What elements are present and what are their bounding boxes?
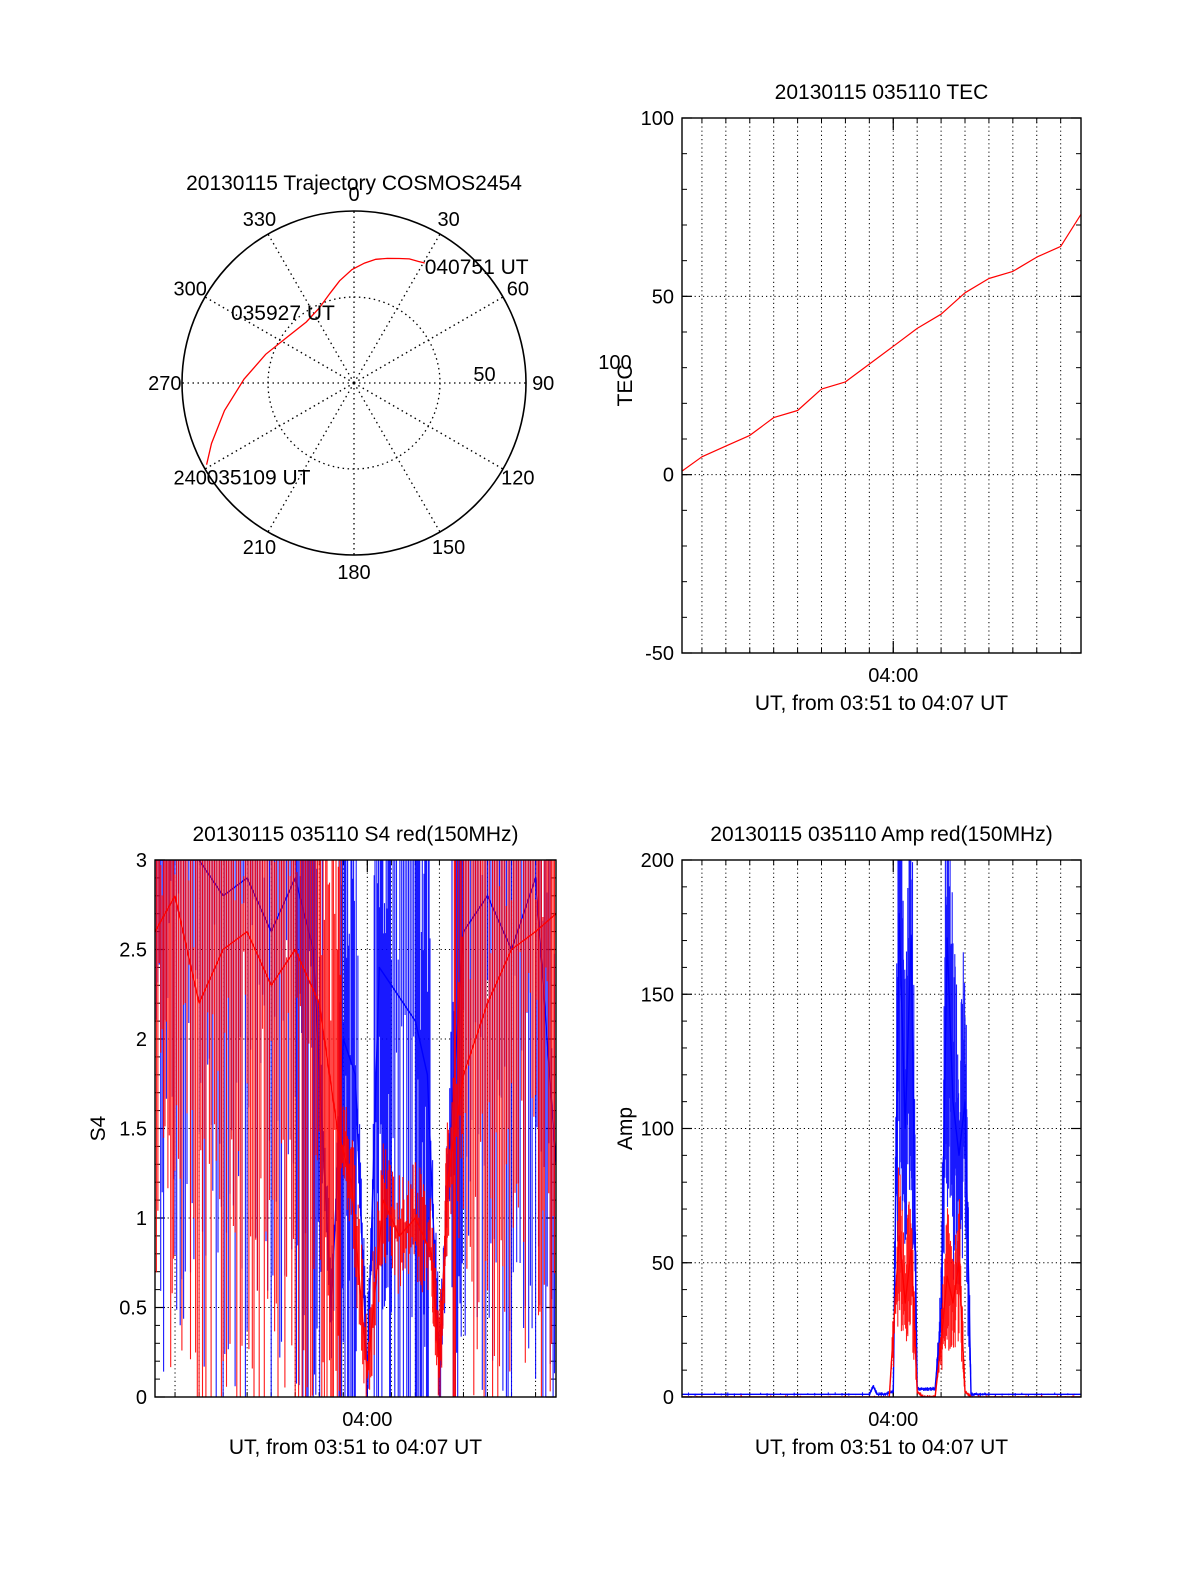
s4-frame [154, 859, 557, 1398]
amp-panel: 20130115 035110 Amp red(150MHz) 0 50 100 150… [614, 823, 1082, 1459]
y-tick-label: 0 [663, 1387, 674, 1409]
amp-frame [681, 859, 1082, 1398]
tec-ylabel: TEC [614, 365, 637, 407]
amp-series-line [682, 913, 1081, 1396]
radial-ring [267, 296, 441, 470]
azimuth-label: 90 [532, 373, 554, 395]
azimuth-spoke [353, 296, 504, 384]
trajectory-title: 20130115 Trajectory COSMOS2454 [186, 172, 522, 195]
tec-series-line [682, 213, 1081, 472]
s4-xlabel: UT, from 03:51 to 04:07 UT [229, 1436, 482, 1459]
y-tick-label: 2 [136, 1029, 147, 1051]
track-time-label: 035927 UT [231, 302, 335, 325]
y-tick-label: 0 [136, 1387, 147, 1409]
tec-title: 20130115 035110 TEC [775, 81, 989, 104]
series-group [155, 860, 556, 1397]
azimuth-label: 150 [432, 537, 465, 559]
y-tick-label: 0.5 [119, 1298, 147, 1320]
amp-ylabel: Amp [614, 1107, 637, 1150]
s4-title: 20130115 035110 S4 red(150MHz) [192, 823, 518, 846]
series-group [682, 213, 1081, 472]
azimuth-label: 180 [337, 562, 370, 584]
outer-ring [181, 210, 527, 556]
azimuth-label: 330 [243, 209, 276, 231]
azimuth-label: 30 [437, 209, 459, 231]
track-time-label: 035109 UT [207, 467, 311, 490]
azimuth-label: 300 [173, 278, 206, 300]
azimuth-label: 120 [501, 468, 534, 490]
amp-series-line [682, 1235, 1081, 1397]
azimuth-label: 60 [507, 278, 529, 300]
radial-label: 100 [598, 352, 631, 374]
tec-frame [681, 117, 1082, 654]
s4-series-texture [155, 860, 556, 1397]
y-tick-label: 0 [663, 465, 674, 487]
y-tick-label: 150 [641, 984, 674, 1006]
azimuth-spoke [267, 233, 355, 384]
y-tick-label: 3 [136, 850, 147, 872]
azimuth-spoke [204, 382, 355, 470]
tec-panel: 20130115 035110 TEC -50 0 50 100 04:00 UT, fro… [614, 81, 1082, 715]
azimuth-label: 210 [243, 537, 276, 559]
trajectory-track [205, 257, 425, 465]
amp-title: 20130115 035110 Amp red(150MHz) [710, 823, 1052, 846]
radial-label: 50 [473, 364, 495, 386]
azimuth-label: 240 [173, 468, 206, 490]
azimuth-label: 0 [348, 184, 359, 206]
azimuth-label: 270 [148, 373, 181, 395]
y-tick-label: 2.5 [119, 940, 147, 962]
y-tick-label: 200 [641, 850, 674, 872]
tec-xlabel: UT, from 03:51 to 04:07 UT [755, 692, 1008, 715]
y-tick-label: 50 [652, 1253, 674, 1275]
azimuth-spoke [353, 233, 441, 384]
track-time-label: 040751 UT [425, 256, 529, 279]
y-tick-label: 100 [641, 1119, 674, 1141]
y-tick-label: 50 [652, 286, 674, 308]
y-tick-label: 100 [641, 108, 674, 130]
s4-panel: 20130115 035110 S4 red(150MHz) 0 0.5 1 1.5 2 2… [87, 823, 557, 1459]
x-tick-label: 04:00 [868, 1409, 918, 1431]
azimuth-spoke [353, 382, 441, 533]
s4-ylabel: S4 [87, 1115, 110, 1141]
amp-series-texture [682, 860, 1075, 1397]
amp-xlabel: UT, from 03:51 to 04:07 UT [755, 1436, 1008, 1459]
amp-series-texture [682, 1167, 1074, 1397]
x-tick-label: 04:00 [868, 665, 918, 687]
y-tick-label: 1.5 [119, 1119, 147, 1141]
azimuth-spoke [204, 296, 355, 384]
azimuth-spoke [267, 382, 355, 533]
y-tick-label: 1 [136, 1208, 147, 1230]
x-tick-label: 04:00 [342, 1409, 392, 1431]
y-tick-label: -50 [645, 643, 674, 665]
